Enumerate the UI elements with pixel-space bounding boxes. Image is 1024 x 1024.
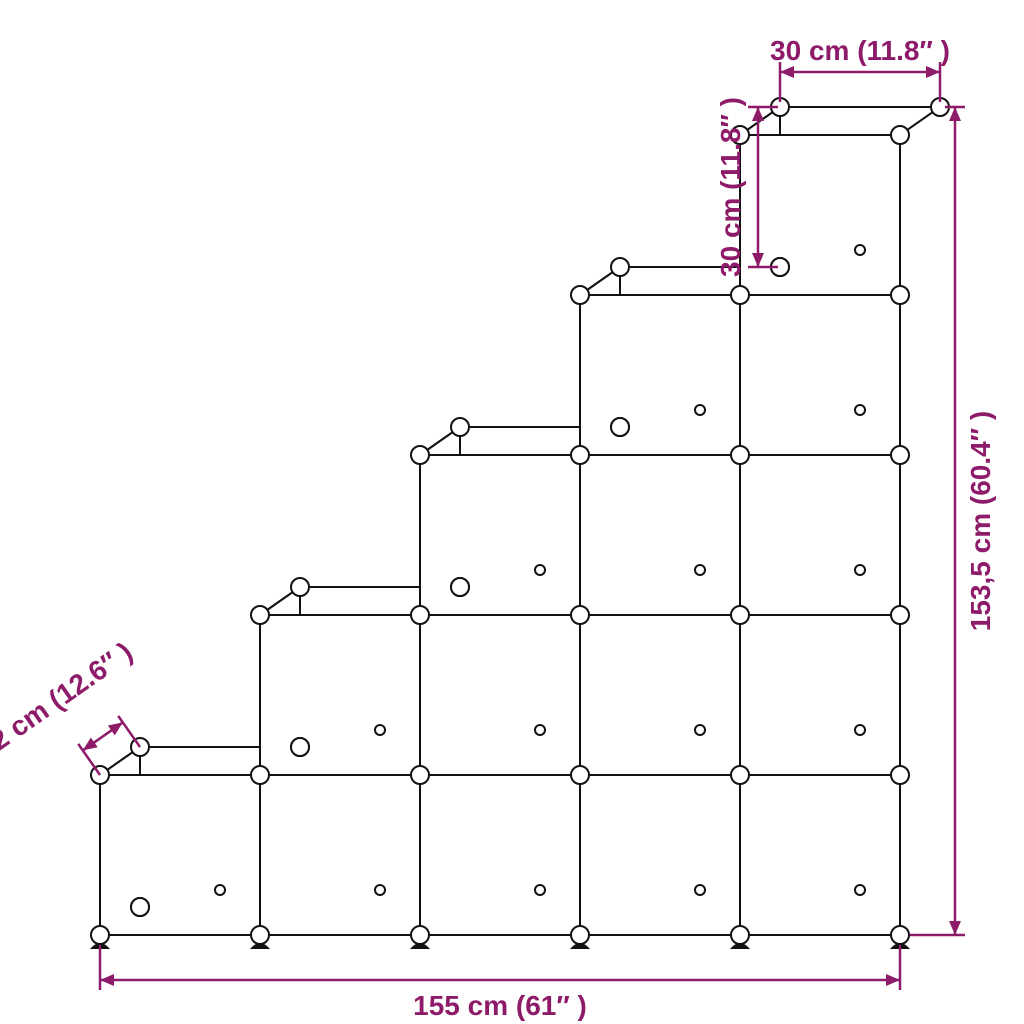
connector-front xyxy=(731,606,749,624)
connector-front xyxy=(571,286,589,304)
connector-back xyxy=(131,898,149,916)
connector-front xyxy=(91,926,109,944)
dim-arrow xyxy=(108,722,123,735)
cube-front-face xyxy=(420,615,580,775)
connector-back xyxy=(451,418,469,436)
dim-arrow xyxy=(949,107,961,121)
connector-back xyxy=(291,578,309,596)
dim-label-cube-h: 30 cm (11.8″ ) xyxy=(715,97,746,277)
connector-front xyxy=(251,926,269,944)
connector-front xyxy=(251,766,269,784)
cube-front-face xyxy=(580,775,740,935)
connector-front xyxy=(891,606,909,624)
connector-back xyxy=(451,578,469,596)
dim-arrow xyxy=(100,974,114,986)
cube-front-face xyxy=(740,615,900,775)
connector-front xyxy=(731,926,749,944)
connector-front xyxy=(891,126,909,144)
cube-front-face xyxy=(740,775,900,935)
dim-arrow xyxy=(926,66,940,78)
dim-arrow xyxy=(752,107,764,121)
cube-front-face xyxy=(260,775,420,935)
connector-back xyxy=(611,258,629,276)
connector-front xyxy=(251,606,269,624)
cube-front-face xyxy=(260,615,420,775)
cube-front-face xyxy=(740,455,900,615)
cube-front-face xyxy=(580,455,740,615)
connector-front xyxy=(411,926,429,944)
dim-label-cube-w: 30 cm (11.8″ ) xyxy=(770,35,950,66)
dim-tick xyxy=(118,716,140,747)
dim-arrow xyxy=(780,66,794,78)
dim-arrow xyxy=(83,737,98,750)
cube-front-face xyxy=(100,775,260,935)
cube-front-face xyxy=(420,455,580,615)
foot xyxy=(250,943,270,949)
connector-front xyxy=(411,766,429,784)
dimension-diagram: 155 cm (61″ ) 153,5 cm (60.4″ ) 30 cm (11.… xyxy=(0,0,1024,1024)
connector-front xyxy=(891,286,909,304)
connector-front xyxy=(891,446,909,464)
dim-arrow xyxy=(949,921,961,935)
dim-label-height: 153,5 cm (60.4″ ) xyxy=(965,411,996,631)
cube-front-face xyxy=(580,615,740,775)
cube-front-face xyxy=(580,295,740,455)
connector-front xyxy=(891,926,909,944)
foot xyxy=(730,943,750,949)
connector-front xyxy=(731,286,749,304)
connector-front xyxy=(731,446,749,464)
connector-front xyxy=(891,766,909,784)
connector-front xyxy=(571,446,589,464)
connector-front xyxy=(571,926,589,944)
foot xyxy=(570,943,590,949)
dim-arrow xyxy=(886,974,900,986)
dim-label-width: 155 cm (61″ ) xyxy=(413,990,587,1021)
cube-front-face xyxy=(740,135,900,295)
dim-label-depth: 32 cm (12.6″ ) xyxy=(0,636,138,765)
connector-back xyxy=(611,418,629,436)
connector-front xyxy=(571,766,589,784)
connector-front xyxy=(411,446,429,464)
connector-front xyxy=(731,766,749,784)
connector-front xyxy=(571,606,589,624)
connector-front xyxy=(411,606,429,624)
cube-front-face xyxy=(420,775,580,935)
cube-front-face xyxy=(740,295,900,455)
connector-back xyxy=(291,738,309,756)
foot xyxy=(410,943,430,949)
